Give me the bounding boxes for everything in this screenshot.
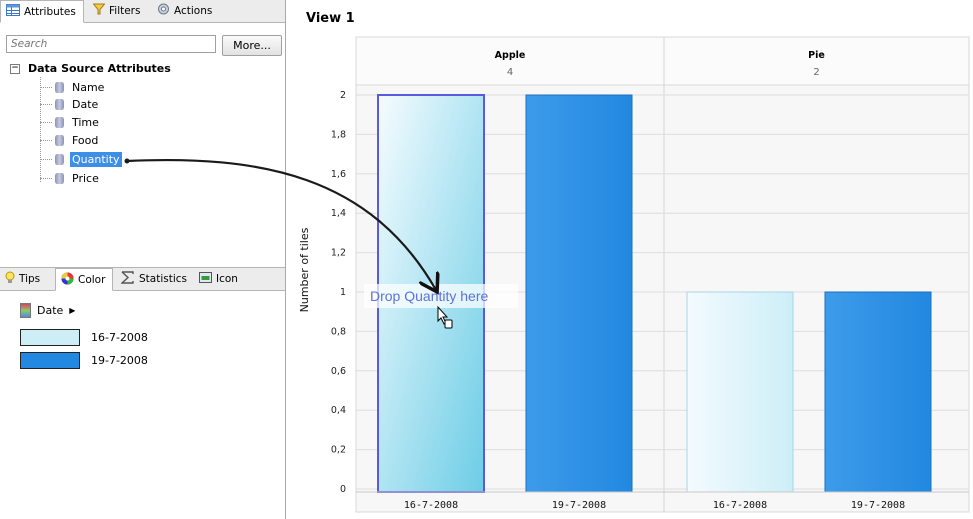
- group-count: 2: [813, 67, 819, 78]
- image-icon: [199, 271, 212, 286]
- y-tick-label: 0,4: [331, 405, 346, 416]
- more-button[interactable]: More...: [222, 35, 282, 56]
- color-wheel-icon: [61, 272, 74, 288]
- tab-icon[interactable]: Icon: [194, 268, 242, 289]
- legend-label: 16-7-2008: [91, 331, 148, 344]
- bar[interactable]: [525, 94, 633, 493]
- collapse-icon[interactable]: −: [10, 62, 20, 74]
- tree-item-food[interactable]: Food: [40, 132, 100, 148]
- y-tick-label: 0: [340, 484, 346, 495]
- view-panel: View 1 0 0,2 0,4 0,6 0,8 1 1,2 1,4 1,6 1,8 2 Number…: [286, 0, 973, 519]
- drop-target-hint[interactable]: Drop Quantity here: [364, 284, 518, 308]
- tab-tips[interactable]: Tips: [0, 268, 52, 289]
- x-tick-label: 16-7-2008: [713, 500, 767, 511]
- tree-item-label: Time: [72, 115, 99, 129]
- y-tick-label: 0,2: [331, 445, 346, 456]
- legend-entry[interactable]: 16-7-2008: [20, 329, 148, 346]
- tab-label: Statistics: [139, 272, 187, 285]
- y-tick-label: 0,8: [331, 326, 346, 337]
- bar-chart[interactable]: 0 0,2 0,4 0,6 0,8 1 1,2 1,4 1,6 1,8 2 Number of til…: [286, 0, 973, 519]
- y-tick-label: 2: [340, 90, 346, 101]
- tree-connector: [40, 77, 42, 182]
- bar[interactable]: [686, 291, 794, 493]
- legend-label: 19-7-2008: [91, 354, 148, 367]
- funnel-icon: [92, 3, 106, 18]
- bar[interactable]: [824, 291, 932, 493]
- color-attribute-selector[interactable]: Date ▶: [20, 303, 75, 318]
- triangle-right-icon[interactable]: ▶: [69, 306, 76, 315]
- tab-statistics[interactable]: Statistics: [116, 268, 192, 289]
- tab-label: Color: [78, 273, 106, 286]
- tab-label: Icon: [216, 272, 238, 285]
- table-icon: [6, 4, 20, 19]
- tab-label: Actions: [174, 4, 213, 17]
- tree-item-label: Name: [72, 80, 105, 94]
- color-swatch[interactable]: [20, 352, 80, 369]
- tree-item-label: Date: [72, 97, 99, 111]
- tree-root-label: Data Source Attributes: [28, 62, 171, 75]
- x-tick-label: 19-7-2008: [851, 500, 905, 511]
- color-attribute-label: Date: [37, 304, 64, 317]
- tab-attributes[interactable]: Attributes: [0, 0, 84, 23]
- tree-item-price[interactable]: Price: [40, 170, 101, 186]
- gears-icon: [157, 3, 170, 18]
- y-tick-label: 1: [340, 287, 346, 298]
- lightbulb-icon: [5, 271, 15, 287]
- left-panel: Attributes Filters Actions More... − Dat…: [0, 0, 286, 519]
- database-icon: [55, 153, 64, 165]
- tree-item-label: Food: [72, 133, 99, 147]
- tab-label: Filters: [109, 4, 141, 17]
- tab-filters[interactable]: Filters: [88, 0, 148, 21]
- x-tick-label: 19-7-2008: [552, 500, 606, 511]
- group-header-band: [355, 36, 970, 86]
- tree-item-label: Price: [72, 171, 99, 185]
- sigma-icon: [120, 270, 135, 287]
- search-input[interactable]: [6, 35, 216, 53]
- tree-item-name[interactable]: Name: [40, 79, 106, 95]
- tree-root[interactable]: − Data Source Attributes: [10, 62, 171, 75]
- database-icon: [55, 98, 64, 110]
- legend-entry[interactable]: 19-7-2008: [20, 352, 148, 369]
- database-icon: [55, 172, 64, 184]
- tree-item-quantity[interactable]: Quantity: [40, 151, 122, 167]
- y-tick-label: 1,6: [331, 169, 346, 180]
- y-tick-label: 1,4: [331, 208, 346, 219]
- tree-item-label: Quantity: [70, 151, 122, 167]
- group-count: 4: [507, 67, 513, 78]
- database-icon: [55, 116, 64, 128]
- color-swatch[interactable]: [20, 329, 80, 346]
- view-title: View 1: [306, 11, 355, 26]
- tab-label: Tips: [19, 272, 41, 285]
- x-tick-label: 16-7-2008: [404, 500, 458, 511]
- y-tick-label: 1,2: [331, 248, 346, 259]
- tree-item-time[interactable]: Time: [40, 114, 101, 130]
- tab-label: Attributes: [24, 5, 76, 18]
- group-name: Pie: [808, 50, 825, 61]
- y-axis-label: Number of tiles: [298, 227, 311, 312]
- search-row: More...: [6, 35, 282, 56]
- tab-actions[interactable]: Actions: [152, 0, 216, 21]
- database-icon: [55, 134, 64, 146]
- top-tab-bar: Attributes Filters Actions: [0, 0, 285, 23]
- group-name: Apple: [495, 50, 526, 61]
- y-tick-label: 0,6: [331, 366, 346, 377]
- y-tick-label: 1,8: [331, 129, 346, 140]
- database-icon: [55, 81, 64, 93]
- tab-color[interactable]: Color: [55, 268, 113, 291]
- tree-item-date[interactable]: Date: [40, 96, 100, 112]
- bottom-tab-bar: Tips Color Statistics Icon: [0, 267, 285, 291]
- date-attribute-icon: [20, 303, 31, 318]
